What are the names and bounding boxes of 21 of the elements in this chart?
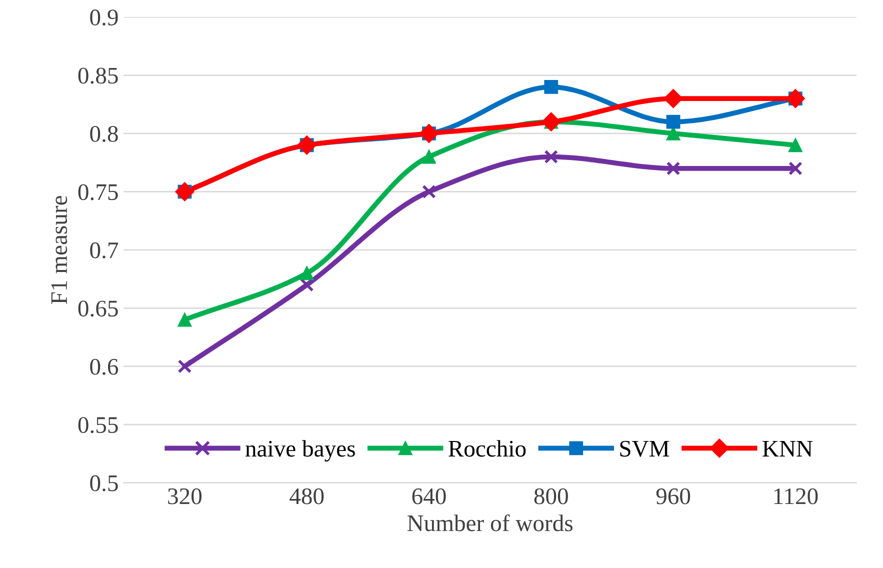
y-tick-label: 0.9 [90, 10, 118, 26]
y-tick-label: 0.6 [90, 358, 118, 375]
x-tick-label: 800 [534, 488, 568, 504]
y-axis-title: F1 measure [51, 196, 68, 304]
legend-label: Rocchio [448, 440, 526, 457]
y-tick-label: 0.75 [78, 184, 118, 200]
y-tick-label: 0.8 [90, 126, 118, 142]
x-tick-label: 640 [412, 488, 446, 504]
legend-label: KNN [762, 440, 813, 456]
y-tick-label: 0.7 [90, 242, 118, 258]
y-tick-label: 0.65 [78, 300, 118, 317]
y-tick-label: 0.55 [78, 417, 118, 434]
x-tick-label: 960 [656, 488, 690, 504]
y-tick-label: 0.85 [78, 68, 118, 84]
legend-label: naive bayes [246, 440, 355, 462]
x-tick-label: 480 [290, 488, 324, 504]
x-tick-label: 1120 [774, 488, 818, 504]
legend-label: SVM [620, 440, 670, 457]
x-tick-label: 320 [168, 488, 202, 504]
y-tick-label: 0.5 [90, 475, 118, 492]
x-axis-title: Number of words [407, 514, 572, 532]
